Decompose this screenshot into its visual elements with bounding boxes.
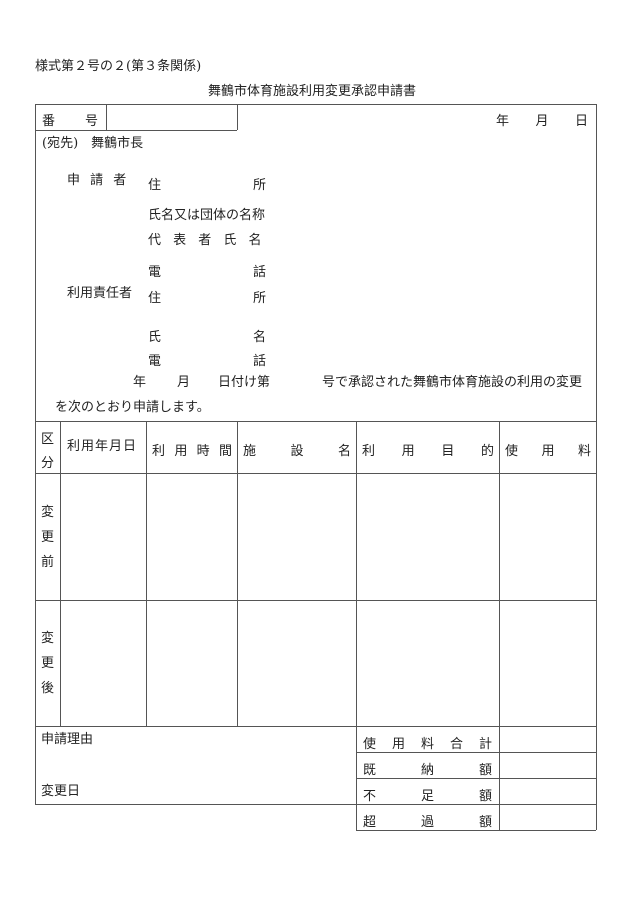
change-date-label: 変更日 [41, 784, 81, 799]
fee-total-label: 使用料合計 [363, 737, 492, 752]
addressee: (宛先) 舞鶴市長 [42, 136, 144, 151]
divider [35, 473, 596, 474]
divider [237, 421, 238, 726]
header-facility: 施設名 [243, 444, 351, 459]
applicant-name-org-label: 氏名又は団体の名称 [148, 208, 266, 223]
row-label-before: 変更前 [41, 505, 55, 570]
statement-rest: 号で承認された舞鶴市体育施設の利用の変更 [322, 375, 583, 390]
responsible-name-label: 氏名 [148, 330, 266, 345]
divider [35, 726, 596, 727]
border-left [35, 104, 36, 805]
divider [499, 421, 500, 830]
fee-excess-label: 超過額 [363, 815, 492, 830]
row-label-after: 変更後 [41, 631, 55, 696]
divider [35, 804, 596, 805]
number-label: 番号 [42, 114, 98, 129]
divider [237, 104, 238, 130]
statement-month: 月 [177, 375, 191, 390]
applicant-representative-label: 代 表 者 氏 名 [148, 233, 266, 248]
page-title: 舞鶴市体育施設利用変更承認申請書 [208, 84, 417, 99]
statement-day-no: 日付け第 [218, 375, 271, 390]
header-date: 利用年月日 [67, 439, 138, 454]
statement-year: 年 [133, 375, 147, 390]
applicant-label: 申 請 者 [67, 173, 130, 188]
divider [356, 778, 596, 779]
number-field[interactable] [110, 110, 234, 126]
divider [356, 830, 596, 831]
header-fee: 使用料 [505, 444, 591, 459]
reason-label: 申請理由 [41, 732, 94, 747]
fee-paid-label: 既納額 [363, 763, 492, 778]
divider [356, 421, 357, 830]
header-time: 利用時間 [152, 444, 232, 459]
divider [35, 130, 237, 131]
border-right [596, 104, 597, 830]
header-category: 区分 [41, 432, 55, 471]
responsible-phone-label: 電話 [148, 354, 266, 369]
applicant-phone-label: 電話 [148, 265, 266, 280]
divider [35, 600, 596, 601]
responsible-address-label: 住所 [148, 291, 266, 306]
divider [35, 421, 596, 422]
header-purpose: 利用目的 [362, 444, 494, 459]
divider [106, 104, 107, 130]
divider [60, 421, 61, 726]
form-number: 様式第２号の２(第３条関係) [35, 59, 202, 74]
border-top [35, 104, 596, 105]
date-field[interactable]: 年月日 [496, 114, 588, 129]
divider [356, 752, 596, 753]
responsible-label: 利用責任者 [67, 286, 133, 301]
applicant-address-label: 住所 [148, 178, 266, 193]
statement-line2: を次のとおり申請します。 [55, 400, 210, 415]
divider [146, 421, 147, 726]
fee-shortage-label: 不足額 [363, 789, 492, 804]
